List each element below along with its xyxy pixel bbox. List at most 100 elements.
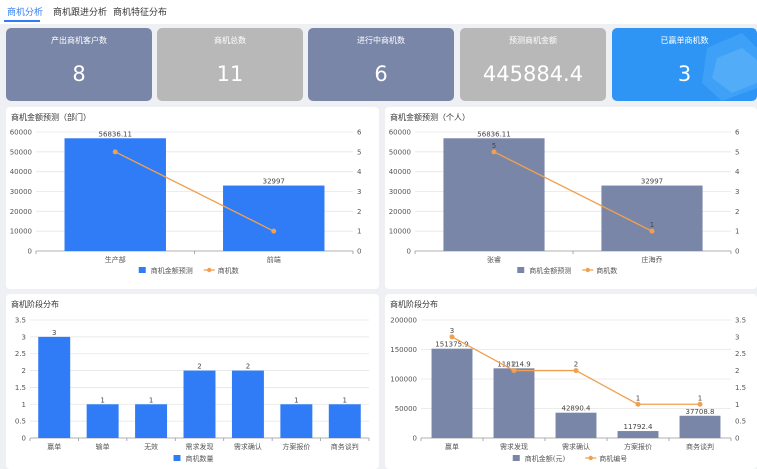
kpi-title: 预测商机金额 [509, 36, 557, 45]
legend-swatch [138, 267, 146, 273]
y2-tick-label: 0 [735, 435, 739, 443]
y2-tick-label: 6 [735, 129, 740, 137]
y-tick-label: 20000 [389, 208, 411, 216]
y-tick-label: 50000 [10, 148, 32, 156]
bar-data-label: 56836.11 [99, 130, 132, 138]
y2-tick-label: 5 [357, 148, 361, 156]
series-line [114, 151, 275, 232]
kpi-value: 11 [216, 62, 244, 86]
legend-label: 商机金额预测 [529, 266, 571, 275]
person-forecast-chart: 0 10000 20000 30000 40000 50000 60000 0 1 2 3 4 5 6 张睿… [389, 129, 740, 276]
card-decoration-cube-icon [702, 33, 757, 101]
bar-data-label: 2 [246, 363, 250, 371]
y2-tick-label: 3 [735, 188, 739, 196]
legend-swatch [585, 267, 590, 273]
kpi-value: 445884.4 [482, 62, 584, 86]
x-tick-label: 商务谈判 [331, 442, 359, 451]
y2-tick-label: 4 [735, 168, 740, 176]
y-tick-label: 20000 [10, 208, 32, 216]
bar [493, 368, 535, 438]
panel-title: 商机阶段分布 [390, 300, 438, 309]
panel-stage-distribution: 商机阶段分布 0 0.5 1 1.5 2 2.5 3 3.5 赢单 输单 无效 需求发现 需求确认 方案报… [6, 294, 379, 469]
panel-stage-amount-distribution: 商机阶段分布 0 50000 100000 150000 200000 0 0.5 1 1.5 2… [385, 294, 757, 469]
bar-data-label: 118114.9 [497, 360, 530, 368]
x-tick-label: 输单 [96, 442, 110, 451]
y-tick-label: 1.5 [15, 384, 26, 392]
legend-swatch [512, 455, 520, 461]
y-tick-label: 1 [22, 401, 26, 409]
y2-tick-label: 6 [357, 129, 362, 137]
bar [223, 185, 325, 251]
line-data-label: 1 [636, 394, 640, 402]
legend-label: 商机数量 [186, 454, 214, 463]
y2-tick-label: 2 [735, 367, 739, 375]
y2-tick-label: 1 [735, 401, 739, 409]
y2-tick-label: 3 [735, 333, 739, 341]
kpi-title: 产出商机客户数 [51, 36, 107, 45]
bar-data-label: 56836.11 [477, 130, 510, 138]
y-tick-label: 10000 [389, 228, 411, 236]
legend-swatch [517, 267, 525, 273]
y-tick-label: 150000 [390, 346, 417, 354]
line-point [271, 228, 277, 234]
panel-person-forecast: 商机金额预测（个人） 0 10000 20000 30000 40000 50000 600… [385, 107, 757, 289]
y-tick-label: 40000 [10, 168, 32, 176]
bar [86, 404, 119, 438]
y-tick-label: 0 [413, 435, 417, 443]
line-point [573, 368, 579, 374]
stage-amount-chart: 0 50000 100000 150000 200000 0 0.5 1 1.5 2 2.5 3 3.5… [390, 317, 746, 464]
y-tick-label: 10000 [10, 228, 32, 236]
bar [183, 370, 216, 438]
x-tick-label: 赢单 [445, 442, 459, 451]
kpi-card-total: 商机总数 11 [157, 28, 303, 101]
kpi-title: 商机总数 [214, 36, 246, 45]
y-tick-label: 50000 [395, 405, 417, 413]
legend-label: 商机金额(元) [525, 454, 566, 463]
x-tick-label: 方案报价 [282, 442, 310, 451]
kpi-value: 3 [677, 62, 692, 86]
y-tick-label: 40000 [389, 168, 411, 176]
line-point [491, 149, 497, 155]
bar-data-label: 42890.4 [562, 405, 591, 413]
y-tick-label: 3.5 [15, 317, 26, 325]
bar-data-label: 32997 [263, 178, 285, 186]
active-tab-indicator [4, 20, 40, 22]
y2-tick-label: 4 [357, 168, 362, 176]
series-line [493, 151, 653, 232]
line-data-label: 1 [698, 394, 702, 402]
tab-opportunity-followup[interactable]: 商机跟进分析 [53, 8, 108, 18]
y-tick-label: 200000 [390, 317, 417, 325]
bar-data-label: 1 [294, 396, 298, 404]
tab-opportunity-features[interactable]: 商机特征分布 [113, 8, 168, 18]
y-tick-label: 0 [407, 248, 411, 256]
y2-tick-label: 0.5 [735, 418, 746, 426]
legend-swatch [173, 455, 181, 461]
x-tick-label: 庄海乔 [642, 255, 663, 264]
bar [679, 415, 721, 438]
line-data-label: 3 [450, 327, 454, 335]
kpi-value: 8 [72, 62, 86, 86]
bar [135, 404, 168, 438]
bar [328, 404, 361, 438]
y-tick-label: 0 [22, 435, 26, 443]
kpi-card-customers: 产出商机客户数 8 [6, 28, 152, 101]
bar-data-label: 1 [100, 396, 104, 404]
legend-label: 商机编号 [599, 454, 627, 463]
x-tick-label: 生产部 [105, 255, 126, 264]
bar [617, 431, 659, 438]
panel-dept-forecast: 商机金额预测（部门） 0 10000 20000 30000 40000 50000 600… [6, 107, 379, 289]
bar-data-label: 11792.4 [624, 423, 653, 431]
tab-bar: 商机分析 商机跟进分析 商机特征分布 [0, 0, 757, 24]
bar-data-label: 1 [149, 396, 153, 404]
bar [443, 138, 545, 251]
x-tick-label: 需求发现 [500, 442, 528, 451]
line-data-label: 5 [492, 142, 496, 150]
tab-opportunity-analysis[interactable]: 商机分析 [7, 8, 44, 18]
legend-label: 商机数 [596, 266, 617, 275]
bar [64, 138, 166, 251]
legend-swatch [588, 455, 593, 461]
y-tick-label: 0 [28, 248, 32, 256]
panel-title: 商机金额预测（个人） [390, 113, 470, 122]
kpi-card-in-progress: 进行中商机数 6 [308, 28, 454, 101]
bar-data-label: 37708.8 [686, 408, 715, 416]
